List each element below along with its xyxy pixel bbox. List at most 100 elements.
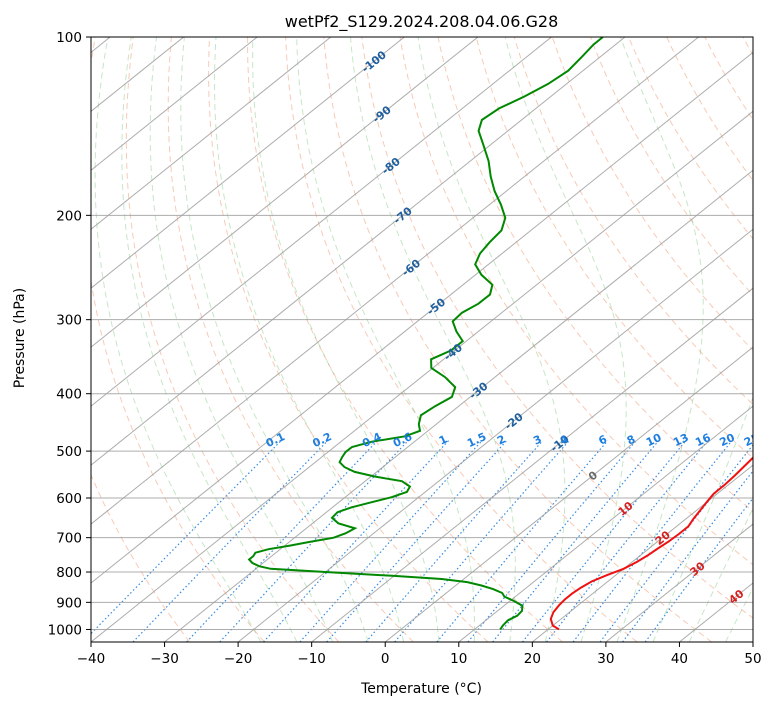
mixing-ratio-label: 25	[742, 431, 761, 449]
dry-adiabat	[589, 37, 753, 296]
isotherm-line	[91, 37, 332, 230]
mixing-ratio-line	[326, 440, 508, 642]
isotherm-line	[91, 110, 753, 642]
isotherm-line	[91, 37, 699, 525]
moist-adiabat	[252, 37, 440, 642]
x-tick-label: 10	[450, 651, 467, 667]
mixing-ratio-label: 1.5	[465, 430, 488, 450]
sounding-profiles	[247, 37, 753, 631]
moist-adiabat	[504, 37, 627, 642]
isotherm-line	[458, 405, 753, 642]
mixing-ratio-label: 20	[717, 431, 737, 449]
isotherm-line	[91, 37, 552, 407]
mixing-ratio-label: 0.6	[391, 430, 414, 450]
mixing-ratio-label: 16	[693, 431, 713, 449]
y-axis-label: Pressure (hPa)	[12, 288, 28, 388]
isotherm-line	[384, 346, 753, 642]
chart-title: wetPf2_S129.2024.208.04.06.G28	[285, 12, 559, 32]
mixing-ratio-label: 2	[495, 433, 507, 448]
dry-adiabat	[323, 37, 713, 642]
y-tick-label: 100	[56, 30, 82, 46]
mixing-ratio-label: 8	[625, 433, 637, 448]
moist-adiabat	[296, 37, 475, 642]
moist-adiabat	[350, 37, 516, 642]
axis-ticks: −40 −30 −20 −10 0 10 20 30 40 5010020030040050060…	[48, 30, 762, 667]
mixing-ratio-line	[492, 440, 660, 642]
mixing-ratio-line	[644, 497, 753, 642]
y-tick-label: 500	[56, 444, 82, 460]
x-tick-label: −10	[297, 651, 326, 667]
isotherm-label: -70	[391, 204, 415, 227]
y-tick-label: 900	[56, 595, 82, 611]
mixing-ratio-line	[263, 440, 450, 642]
x-tick-label: 0	[381, 651, 390, 667]
dry-adiabat	[742, 37, 753, 56]
mixing-ratio-line	[572, 440, 733, 642]
temperature-trace	[549, 456, 753, 631]
dry-adiabat	[91, 37, 265, 642]
mixing-ratio-line	[522, 440, 687, 642]
dry-adiabat	[208, 37, 489, 642]
isotherm-line	[91, 51, 753, 584]
isotherm-line	[311, 287, 753, 642]
mixing-ratio-label: 3	[531, 433, 543, 448]
isotherm-line	[532, 464, 753, 642]
isotherm-line	[237, 228, 753, 642]
x-tick-label: −30	[150, 651, 179, 667]
mixing-ratio-line	[132, 440, 329, 642]
mixing-ratio-line	[622, 470, 753, 642]
dry-adiabat	[361, 37, 753, 619]
plot-frame	[90, 36, 754, 643]
isotherm-line	[91, 37, 405, 289]
y-tick-label: 800	[56, 565, 82, 581]
x-tick-label: 50	[744, 651, 761, 667]
mixing-ratio-label: 6	[596, 432, 609, 447]
moist-adiabat	[652, 395, 753, 642]
y-tick-label: 1000	[48, 622, 82, 638]
y-tick-label: 700	[56, 531, 82, 547]
mixing-ratio-line	[219, 440, 409, 642]
mixing-ratio-label: 0.1	[264, 430, 287, 450]
isotherm-line	[91, 37, 626, 466]
x-tick-label: −40	[77, 651, 106, 667]
dry-adiabat	[628, 37, 753, 240]
moist-adiabat	[121, 37, 298, 642]
mixing-ratio-line	[186, 440, 378, 642]
dewpoint-trace	[247, 37, 604, 630]
dry-adiabat	[475, 37, 753, 459]
dry-adiabat	[399, 37, 753, 566]
isotherm-label: -20	[502, 410, 526, 433]
isotherm-line	[91, 37, 258, 171]
mixing-ratio-line	[599, 444, 753, 642]
mixing-ratio-line	[365, 440, 544, 642]
mixing-ratio-line	[91, 440, 282, 635]
isotherm-line	[91, 37, 479, 348]
isotherm-label: -30	[467, 379, 491, 402]
moist-adiabat	[213, 37, 405, 642]
y-tick-label: 300	[56, 313, 82, 329]
isotherm-line	[752, 641, 753, 642]
x-tick-label: 40	[671, 651, 688, 667]
mixing-ratio-label: 10	[644, 431, 664, 449]
dry-adiabat	[666, 37, 753, 182]
mixing-ratio-label: 0.4	[360, 430, 383, 450]
y-tick-label: 400	[56, 387, 82, 403]
y-tick-label: 200	[56, 208, 82, 224]
moist-adiabat	[180, 37, 369, 642]
isotherm-line	[605, 523, 753, 642]
isotherm-line	[679, 582, 753, 642]
dry-adiabat	[91, 473, 191, 642]
x-tick-label: −20	[224, 651, 253, 667]
dry-adiabat	[125, 37, 340, 642]
isotherm-line	[164, 169, 753, 642]
x-axis-label: Temperature (°C)	[360, 681, 482, 697]
isotherm-label: 40	[726, 587, 746, 607]
mixing-ratio-label: 30	[763, 431, 775, 449]
x-tick-label: 30	[597, 651, 614, 667]
moist-adiabat	[94, 37, 262, 642]
dry-adiabat	[247, 37, 563, 642]
moist-adiabat	[417, 37, 566, 642]
dry-adiabat	[513, 37, 753, 406]
y-tick-label: 600	[56, 491, 82, 507]
